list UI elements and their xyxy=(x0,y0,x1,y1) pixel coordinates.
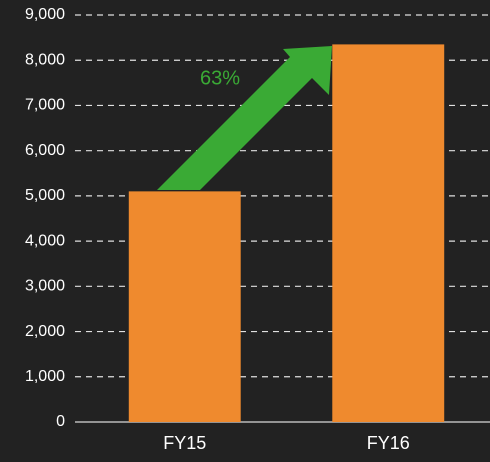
growth-arrow xyxy=(157,46,332,190)
x-tick-label: FY16 xyxy=(367,433,410,453)
y-tick-label: 5,000 xyxy=(25,187,65,204)
annotation: 63% xyxy=(200,67,240,89)
x-tick-label: FY15 xyxy=(163,433,206,453)
y-tick-label: 3,000 xyxy=(25,278,65,295)
y-tick-label: 7,000 xyxy=(25,97,65,114)
y-tick-label: 2,000 xyxy=(25,323,65,340)
y-tick-label: 6,000 xyxy=(25,142,65,159)
y-tick-label: 1,000 xyxy=(25,368,65,385)
y-tick-label: 8,000 xyxy=(25,51,65,68)
y-tick-label: 4,000 xyxy=(25,232,65,249)
y-tick-label: 0 xyxy=(56,413,65,430)
bar xyxy=(128,191,241,422)
bar xyxy=(332,44,445,423)
y-tick-label: 9,000 xyxy=(25,6,65,23)
